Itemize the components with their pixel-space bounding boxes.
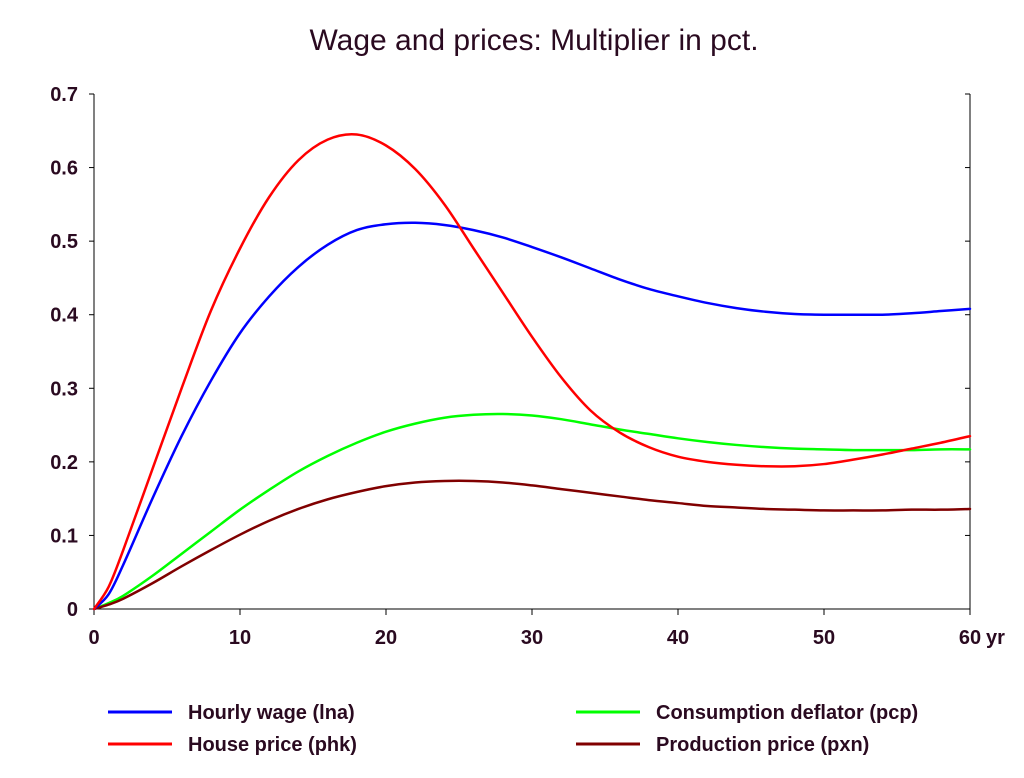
y-axis: 0 0.1 0.2 0.3 0.4 0.5 0.6 0.7 [50, 84, 970, 621]
legend-item-production-price-pxn: Production price (pxn) [576, 734, 869, 756]
y-tick-label: 0.3 [50, 378, 78, 400]
series-line-production-price-pxn [92, 479, 972, 611]
legend-label: House price (phk) [188, 734, 357, 756]
series-line-hourly-wage-lna [92, 221, 972, 611]
x-unit-label: yr [986, 627, 1005, 649]
series-line-house-price-phk [92, 132, 972, 611]
x-tick-label: 60 [959, 627, 981, 649]
legend-label: Production price (pxn) [656, 734, 869, 756]
x-tick-label: 50 [813, 627, 835, 649]
chart-title: Wage and prices: Multiplier in pct. [309, 24, 758, 57]
x-tick-label: 0 [88, 627, 99, 649]
x-tick-label: 40 [667, 627, 689, 649]
legend-item-consumption-deflator-pcp: Consumption deflator (pcp) [576, 702, 918, 724]
legend-item-house-price-phk: House price (phk) [108, 734, 357, 756]
x-tick-label: 10 [229, 627, 251, 649]
y-tick-label: 0.4 [50, 305, 79, 327]
y-tick-label: 0 [67, 599, 78, 621]
legend: Hourly wage (lna) House price (phk) Consum… [108, 702, 918, 756]
x-tick-label: 20 [375, 627, 397, 649]
y-tick-label: 0.6 [50, 158, 78, 180]
x-tick-label: 30 [521, 627, 543, 649]
y-tick-label: 0.2 [50, 452, 78, 474]
legend-item-hourly-wage-lna: Hourly wage (lna) [108, 702, 355, 724]
legend-label: Consumption deflator (pcp) [656, 702, 918, 724]
y-tick-label: 0.1 [50, 525, 78, 547]
y-tick-label: 0.5 [50, 231, 78, 253]
legend-label: Hourly wage (lna) [188, 702, 355, 724]
x-axis: 0 10 20 30 40 50 60 yr [88, 609, 1005, 649]
plot-frame [93, 94, 971, 610]
series-line-consumption-deflator-pcp [92, 412, 972, 611]
y-tick-label: 0.7 [50, 84, 78, 106]
series-group [92, 132, 972, 611]
